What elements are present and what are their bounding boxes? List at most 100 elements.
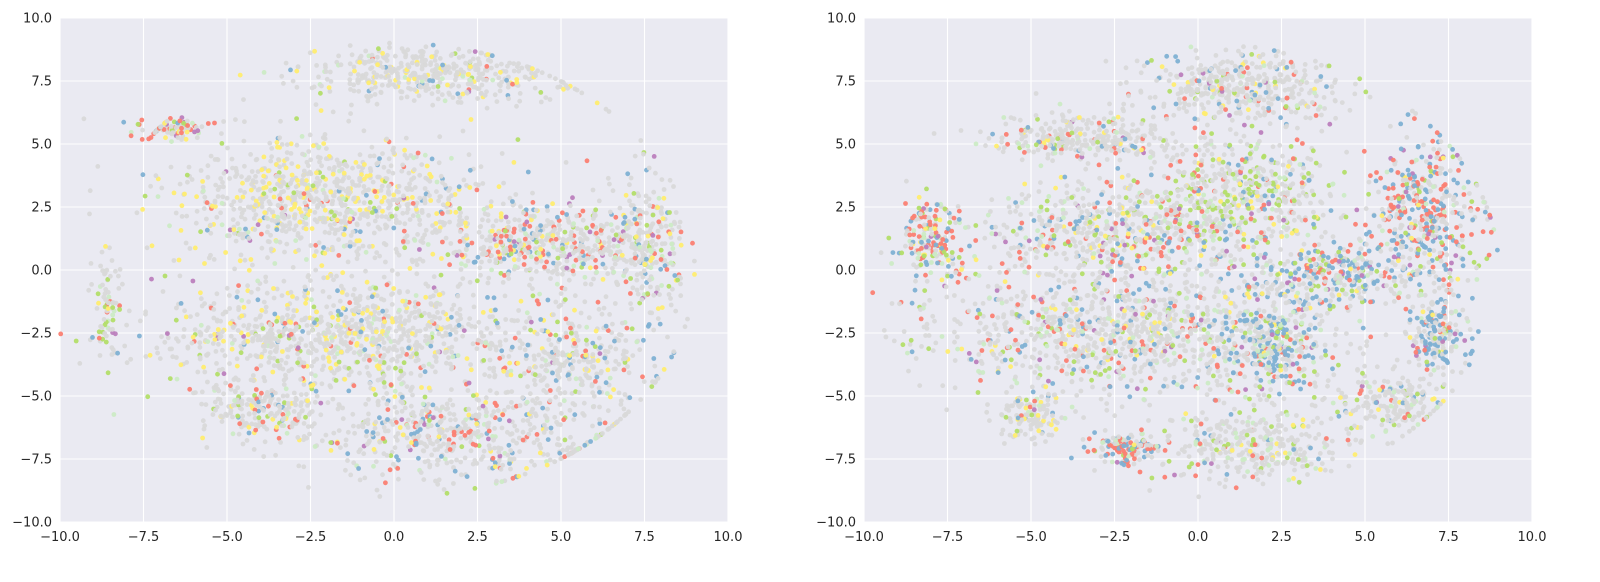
scatter-point <box>363 433 369 439</box>
scatter-point <box>448 425 454 431</box>
scatter-point <box>1022 150 1027 155</box>
scatter-point <box>990 131 995 137</box>
scatter-point <box>190 334 196 340</box>
scatter-point <box>402 245 408 251</box>
scatter-point <box>392 445 398 451</box>
scatter-point <box>334 324 339 330</box>
scatter-point <box>398 399 404 404</box>
scatter-point <box>573 257 579 263</box>
scatter-point <box>244 402 250 407</box>
scatter-point <box>325 275 330 280</box>
scatter-point <box>449 327 455 333</box>
scatter-point <box>318 90 323 96</box>
scatter-point <box>391 286 397 291</box>
scatter-point <box>419 412 424 417</box>
scatter-point <box>665 334 670 340</box>
scatter-point <box>355 326 360 332</box>
scatter-point <box>587 250 593 256</box>
scatter-point <box>398 368 404 374</box>
scatter-point <box>181 120 186 126</box>
scatter-point <box>453 417 458 423</box>
scatter-point <box>309 226 315 232</box>
scatter-point <box>416 308 422 314</box>
scatter-point <box>297 219 303 225</box>
scatter-point <box>199 401 205 407</box>
scatter-point <box>426 213 431 218</box>
scatter-point <box>525 418 531 423</box>
scatter-point <box>241 334 247 339</box>
scatter-point <box>121 119 127 125</box>
scatter-point <box>508 456 513 462</box>
scatter-point <box>546 251 551 257</box>
scatter-point <box>434 462 440 468</box>
scatter-point <box>460 74 466 79</box>
scatter-point <box>498 259 504 264</box>
scatter-point <box>638 271 644 276</box>
scatter-point <box>451 302 457 308</box>
scatter-point <box>473 442 478 448</box>
scatter-point <box>457 229 463 234</box>
scatter-point <box>289 161 295 167</box>
scatter-point <box>1020 143 1026 149</box>
scatter-point <box>1038 163 1044 169</box>
scatter-point <box>430 251 436 257</box>
scatter-point <box>527 282 532 288</box>
scatter-point <box>368 168 374 174</box>
scatter-point <box>450 402 456 408</box>
scatter-point <box>520 437 526 443</box>
scatter-point <box>234 195 240 200</box>
scatter-point <box>232 389 238 395</box>
scatter-point <box>301 382 307 387</box>
scatter-point <box>251 216 257 221</box>
scatter-point <box>189 340 195 346</box>
scatter-point <box>541 242 546 248</box>
scatter-point <box>106 294 112 300</box>
scatter-point <box>678 293 684 299</box>
scatter-point <box>277 164 282 170</box>
scatter-point <box>392 404 398 410</box>
scatter-point <box>397 315 403 321</box>
scatter-point <box>501 256 507 262</box>
scatter-point <box>494 243 499 249</box>
scatter-point <box>455 353 461 358</box>
scatter-point <box>164 118 170 124</box>
scatter-point <box>918 211 923 217</box>
scatter-point <box>671 349 677 354</box>
scatter-point <box>383 428 388 434</box>
scatter-point <box>183 240 189 246</box>
scatter-point <box>411 175 417 181</box>
scatter-point <box>266 403 271 409</box>
scatter-point <box>109 258 115 263</box>
scatter-point <box>451 429 457 435</box>
scatter-point <box>341 176 346 182</box>
scatter-point <box>491 295 497 301</box>
scatter-point <box>316 181 321 187</box>
scatter-point <box>468 435 473 440</box>
scatter-point <box>368 66 373 72</box>
scatter-point <box>572 448 578 454</box>
scatter-point <box>262 378 268 384</box>
scatter-point <box>338 312 344 317</box>
scatter-point <box>607 181 612 187</box>
scatter-point <box>463 60 468 66</box>
scatter-point <box>142 193 148 199</box>
scatter-point <box>266 207 272 212</box>
scatter-point <box>565 85 571 91</box>
scatter-point <box>291 313 296 319</box>
scatter-point <box>305 424 311 429</box>
scatter-point <box>949 228 955 234</box>
scatter-point <box>604 359 610 365</box>
scatter-point <box>169 139 174 145</box>
scatter-point <box>415 150 421 156</box>
scatter-point <box>1130 143 1135 149</box>
scatter-point <box>178 228 184 233</box>
scatter-point <box>398 319 403 325</box>
scatter-point <box>354 238 360 244</box>
scatter-point <box>919 239 924 245</box>
scatter-point <box>240 441 246 447</box>
scatter-point <box>190 278 196 284</box>
scatter-point <box>657 292 662 297</box>
scatter-point <box>430 42 436 48</box>
scatter-point <box>487 258 492 264</box>
scatter-point <box>479 259 484 265</box>
